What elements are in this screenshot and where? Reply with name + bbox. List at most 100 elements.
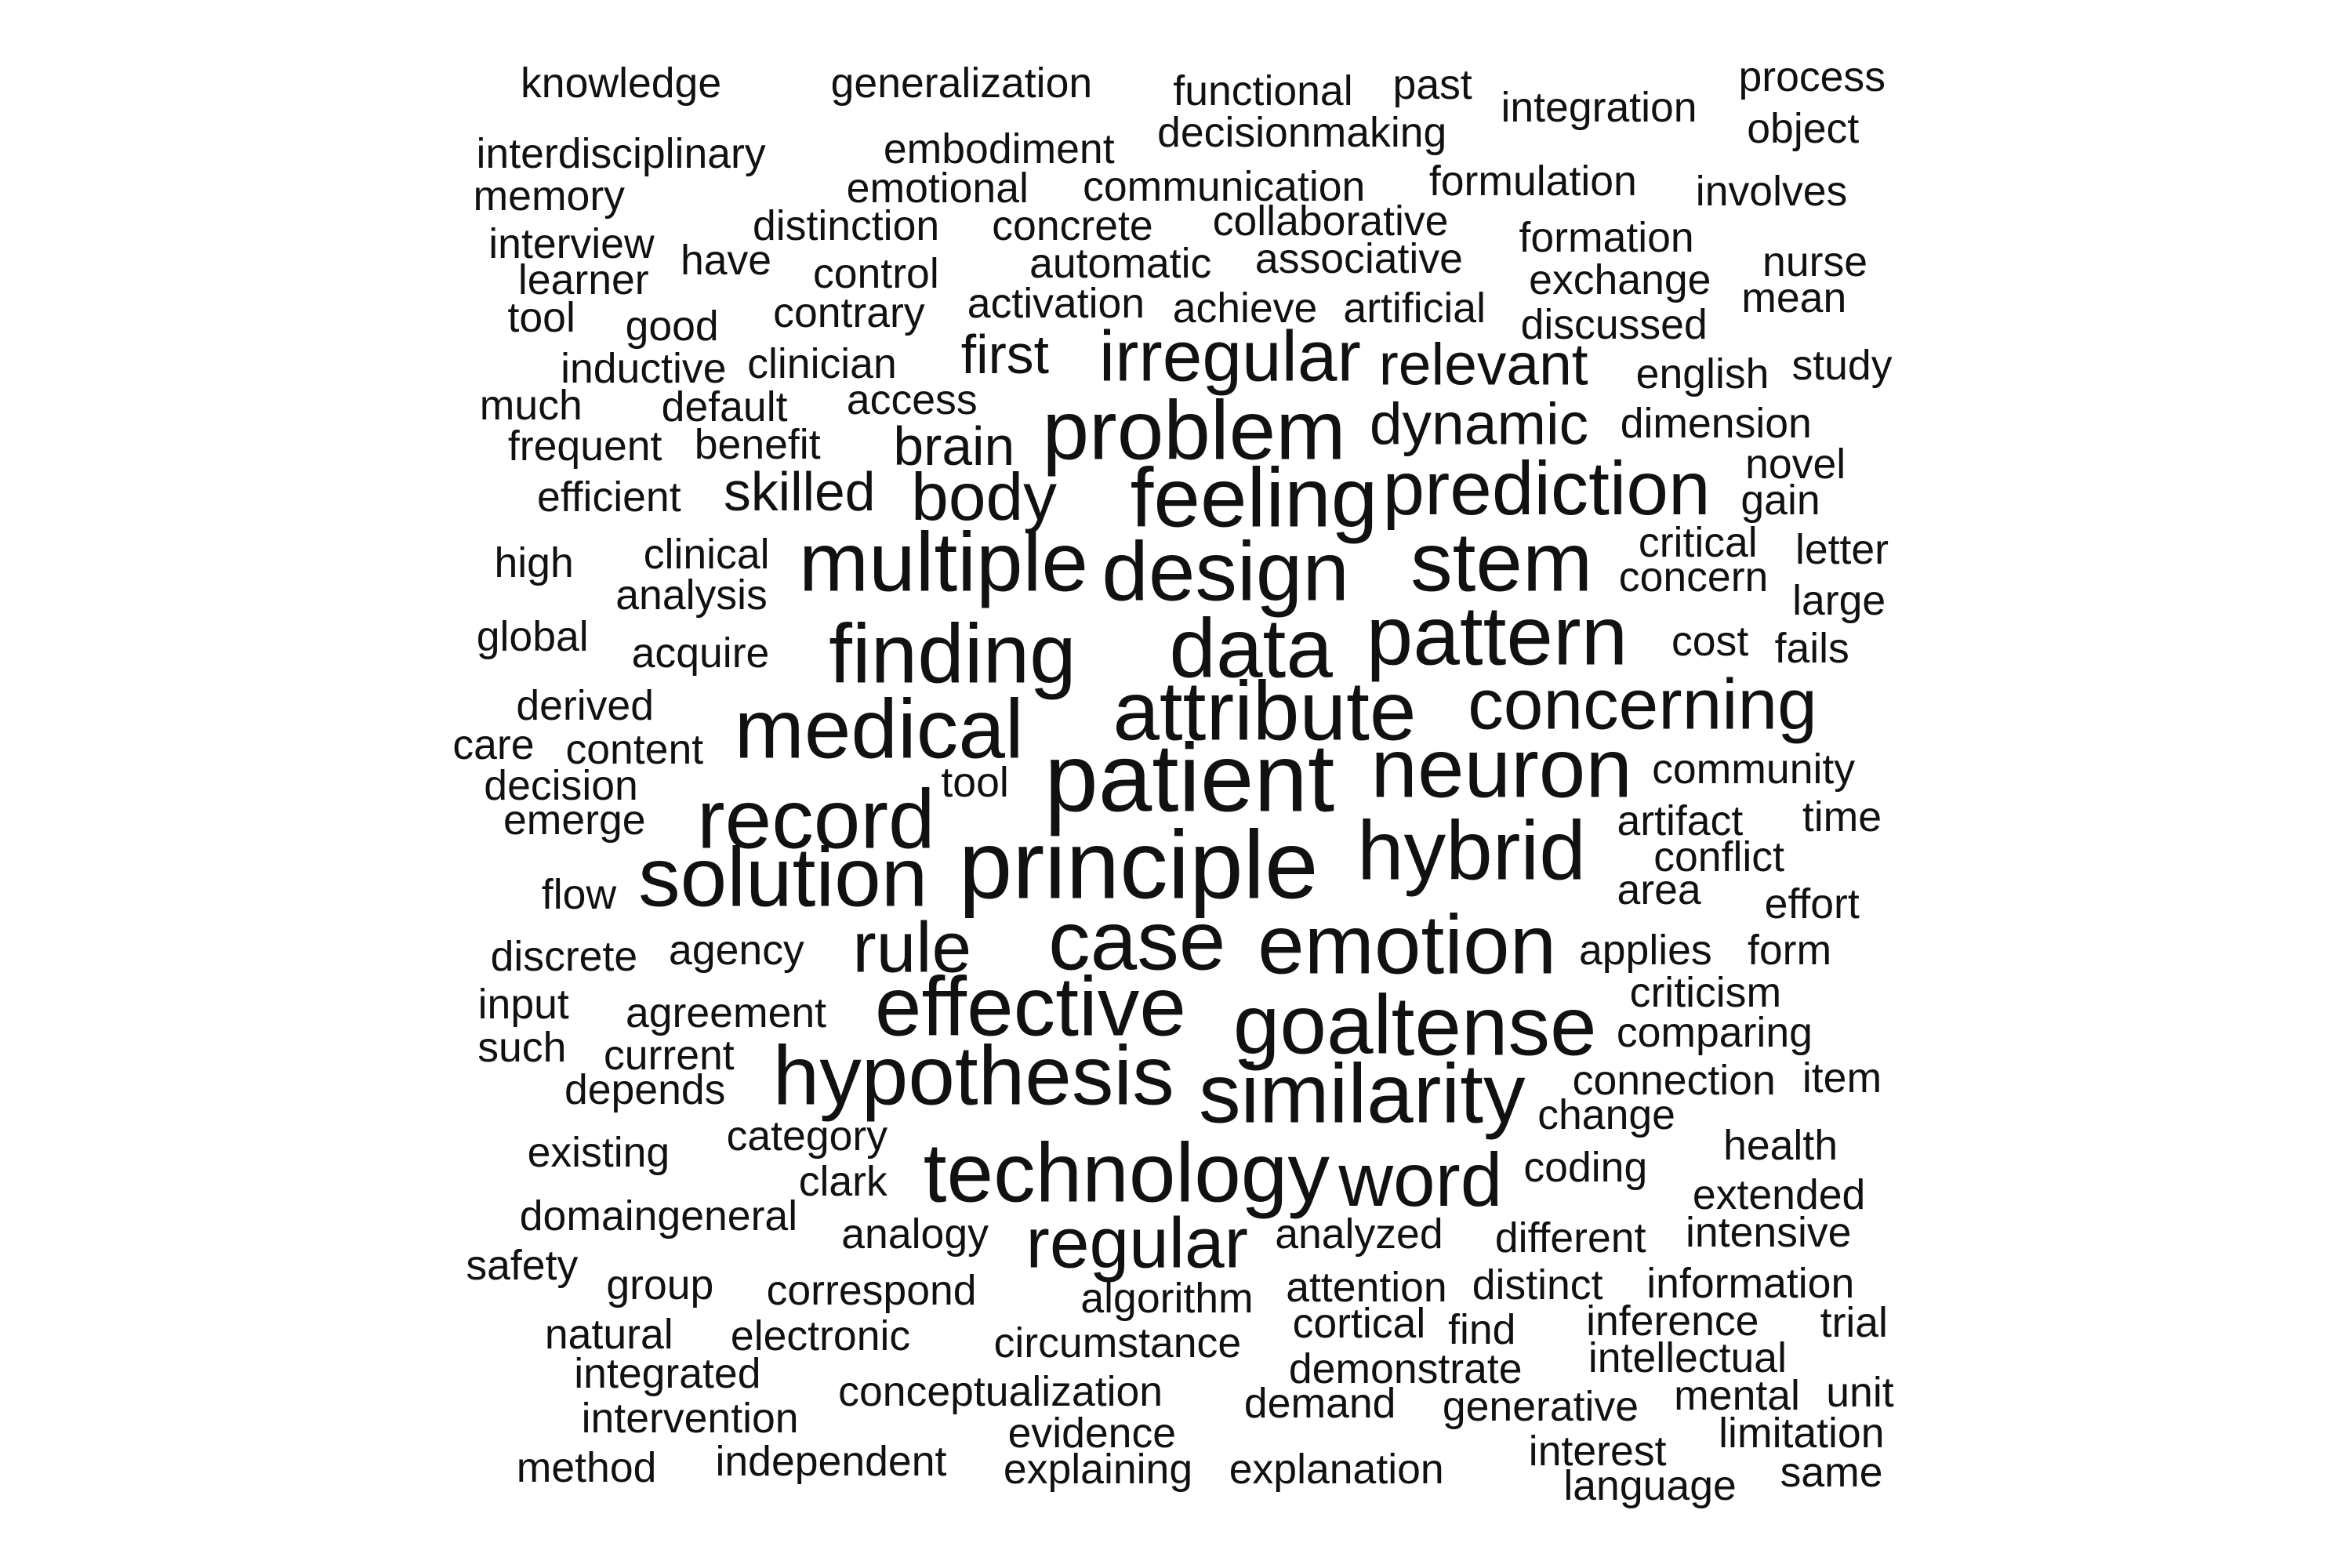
word-find: find — [1448, 1307, 1516, 1354]
word-global: global — [476, 614, 589, 661]
word-acquire: acquire — [631, 630, 770, 677]
word-clinical: clinical — [643, 532, 770, 579]
word-rule: rule — [852, 908, 972, 988]
word-benefit: benefit — [694, 422, 821, 469]
word-safety: safety — [466, 1242, 579, 1289]
word-item: item — [1802, 1054, 1882, 1102]
word-demand: demand — [1243, 1381, 1396, 1428]
word-concern: concern — [1618, 554, 1769, 601]
word-group: group — [606, 1261, 714, 1308]
word-explaining: explaining — [1003, 1446, 1193, 1494]
word-contrary: contrary — [773, 290, 925, 337]
word-regular: regular — [1025, 1203, 1248, 1283]
word-word: word — [1338, 1138, 1503, 1222]
word-clinician: clinician — [747, 341, 897, 388]
word-dynamic: dynamic — [1369, 390, 1589, 457]
word-irregular: irregular — [1098, 317, 1361, 397]
word-hybrid: hybrid — [1357, 803, 1586, 898]
word-emotional: emotional — [846, 165, 1029, 212]
word-attention: attention — [1286, 1265, 1447, 1312]
word-stem: stem — [1410, 514, 1593, 609]
word-much: much — [479, 383, 583, 430]
word-current: current — [603, 1033, 735, 1080]
word-technology: technology — [923, 1125, 1330, 1220]
word-area: area — [1617, 867, 1701, 914]
word-coding: coding — [1523, 1145, 1648, 1192]
word-body: body — [911, 459, 1058, 535]
word-distinction: distinction — [752, 203, 940, 250]
word-feeling: feeling — [1130, 450, 1378, 545]
word-conceptualization: conceptualization — [838, 1368, 1163, 1415]
word-electronic: electronic — [730, 1312, 911, 1359]
word-high: high — [494, 540, 574, 587]
word-derived: derived — [516, 683, 655, 730]
word-emerge: emerge — [503, 797, 646, 844]
word-analyzed: analyzed — [1275, 1210, 1443, 1258]
word-discrete: discrete — [490, 933, 638, 980]
word-concerning: concerning — [1468, 665, 1817, 745]
word-explanation: explanation — [1229, 1446, 1444, 1494]
word-mean: mean — [1741, 274, 1847, 321]
word-form: form — [1747, 927, 1832, 975]
word-change: change — [1537, 1092, 1675, 1139]
word-letter: letter — [1795, 527, 1889, 574]
word-associative: associative — [1254, 236, 1463, 283]
word-skilled: skilled — [724, 460, 876, 522]
word-case: case — [1048, 893, 1226, 988]
word-decisionmaking: decisionmaking — [1157, 110, 1447, 157]
word-generalization: generalization — [830, 60, 1093, 107]
word-trial: trial — [1820, 1299, 1888, 1346]
word-automatic: automatic — [1029, 240, 1212, 287]
word-tense: tense — [1391, 978, 1597, 1073]
word-mental: mental — [1674, 1373, 1800, 1420]
word-health: health — [1723, 1122, 1838, 1169]
word-attribute: attribute — [1112, 663, 1417, 758]
word-gain: gain — [1740, 477, 1820, 524]
word-medical: medical — [734, 681, 1024, 776]
word-interest: interest — [1528, 1428, 1667, 1475]
word-tool: tool — [507, 294, 575, 341]
word-patient: patient — [1044, 724, 1335, 833]
word-frequent: frequent — [507, 423, 662, 470]
word-communication: communication — [1083, 164, 1366, 211]
word-learner: learner — [517, 256, 649, 303]
word-care: care — [452, 722, 535, 769]
word-correspond: correspond — [766, 1268, 977, 1315]
word-intellectual: intellectual — [1588, 1335, 1787, 1382]
word-activation: activation — [967, 281, 1145, 328]
word-evidence: evidence — [1007, 1410, 1177, 1457]
word-community: community — [1652, 746, 1856, 793]
word-analogy: analogy — [841, 1210, 989, 1258]
word-clark: clark — [798, 1158, 887, 1205]
word-study: study — [1791, 343, 1893, 390]
word-information: information — [1646, 1260, 1855, 1307]
word-decision: decision — [484, 762, 638, 809]
word-conflict: conflict — [1653, 834, 1784, 881]
word-such: such — [477, 1025, 567, 1072]
word-formulation: formulation — [1428, 158, 1637, 205]
word-artificial: artificial — [1343, 285, 1486, 332]
word-distinct: distinct — [1472, 1261, 1603, 1308]
word-large: large — [1792, 578, 1886, 625]
word-intervention: intervention — [581, 1396, 799, 1443]
word-agreement: agreement — [625, 990, 827, 1037]
word-control: control — [812, 251, 939, 298]
word-neuron: neuron — [1370, 720, 1632, 815]
word-finding: finding — [829, 606, 1076, 701]
word-first: first — [960, 324, 1049, 386]
word-prediction: prediction — [1382, 446, 1711, 531]
word-circumstance: circumstance — [993, 1320, 1242, 1367]
word-intensive: intensive — [1686, 1209, 1852, 1256]
word-integration: integration — [1501, 84, 1697, 131]
word-dimension: dimension — [1620, 401, 1812, 448]
word-criticism: criticism — [1629, 969, 1782, 1016]
word-depends: depends — [564, 1067, 726, 1114]
word-integrated: integrated — [574, 1350, 761, 1397]
word-algorithm: algorithm — [1080, 1276, 1254, 1323]
word-connection: connection — [1572, 1058, 1776, 1105]
word-solution: solution — [638, 829, 928, 924]
word-flow: flow — [541, 872, 617, 919]
word-cortical: cortical — [1292, 1301, 1426, 1348]
word-functional: functional — [1173, 67, 1353, 114]
